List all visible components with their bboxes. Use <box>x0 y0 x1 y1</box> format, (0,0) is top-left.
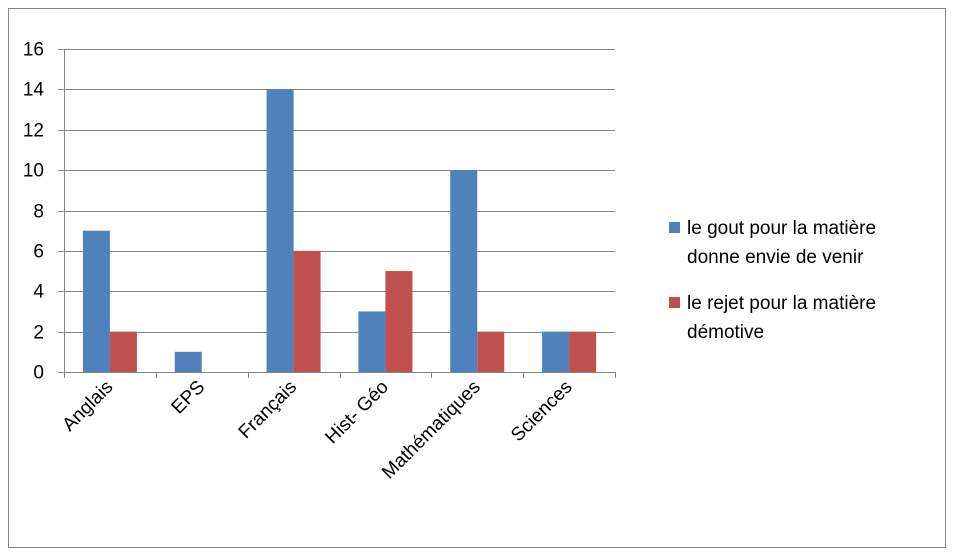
bar-series1 <box>266 89 294 372</box>
bar-series2 <box>293 250 321 372</box>
y-tick-label: 12 <box>23 121 44 142</box>
y-tick-label: 0 <box>33 363 44 384</box>
bar-series1 <box>82 230 110 372</box>
bar-series1 <box>174 351 202 372</box>
bar-series2 <box>477 331 505 372</box>
bar-series1 <box>358 311 386 372</box>
bar-series2 <box>385 271 413 372</box>
legend-label: le gout pour la matière donne envie de ve… <box>687 218 876 268</box>
y-tick-labels: 0 2 4 6 8 10 12 14 16 <box>23 40 45 384</box>
legend-label-line: démotive <box>687 322 764 343</box>
y-tick-label: 14 <box>23 80 45 101</box>
legend-label: le rejet pour la matière démotive <box>687 293 876 343</box>
bar-series2 <box>569 331 597 372</box>
y-tick-label: 4 <box>33 282 44 303</box>
legend: le gout pour la matière donne envie de ve… <box>669 218 876 343</box>
y-tick-label: 2 <box>33 323 44 344</box>
y-tick-label: 10 <box>23 161 44 182</box>
y-tick-label: 8 <box>33 202 44 223</box>
legend-label-line: donne envie de venir <box>687 247 864 268</box>
bars <box>82 89 597 372</box>
bar-series1 <box>450 170 478 372</box>
legend-swatch <box>669 297 680 308</box>
bar-series2 <box>109 331 137 372</box>
legend-label-line: le gout pour la matière <box>687 218 876 239</box>
legend-label-line: le rejet pour la matière <box>687 293 876 314</box>
legend-swatch <box>669 222 680 233</box>
axes <box>64 49 616 378</box>
y-tick-label: 6 <box>33 242 44 263</box>
gridlines <box>58 49 615 373</box>
y-tick-label: 16 <box>23 40 44 61</box>
bar-series1 <box>542 331 570 372</box>
